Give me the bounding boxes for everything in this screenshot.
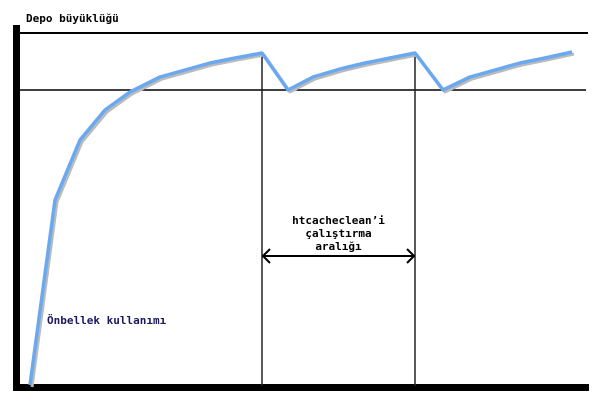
curve-shadow: [30, 52, 575, 388]
interval-arrow: [261, 248, 416, 264]
x-axis: [13, 384, 589, 391]
y-axis: [13, 25, 20, 391]
cache-usage-label: Önbellek kullanımı: [47, 314, 167, 327]
y-axis-label: Depo büyüklüğü: [26, 12, 119, 25]
interval-label-line: aralığı: [315, 240, 362, 253]
interval-label-line: çalıştırma: [305, 227, 372, 240]
interval-label-line: htcacheclean’i: [292, 214, 385, 227]
cache-usage-curve: [28, 50, 573, 386]
interval-label: htcacheclean’i çalıştırma aralığı: [262, 214, 415, 253]
